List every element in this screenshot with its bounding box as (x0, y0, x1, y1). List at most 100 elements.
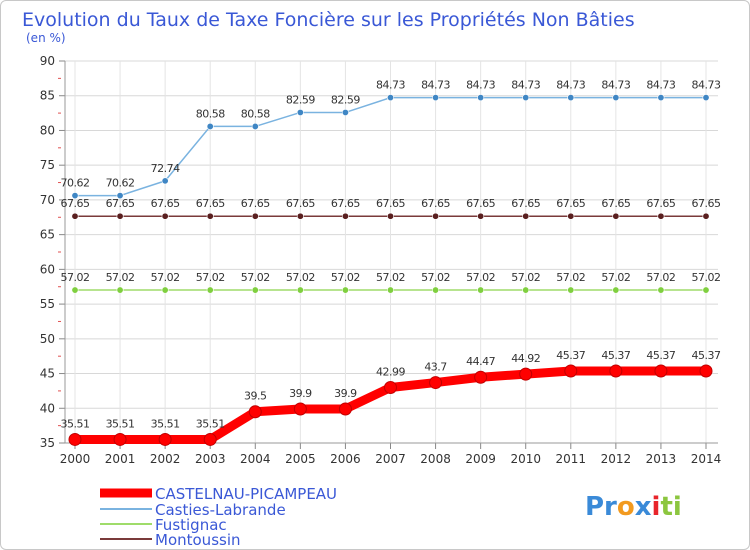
data-point (206, 122, 214, 130)
data-label: 43.7 (424, 361, 447, 374)
data-label: 84.73 (376, 79, 405, 92)
data-label: 67.65 (601, 197, 630, 210)
data-point (251, 122, 259, 130)
data-label: 84.73 (601, 79, 630, 92)
data-label: 70.62 (61, 177, 90, 190)
y-tick-label: 40 (40, 401, 55, 415)
data-point (71, 212, 79, 220)
data-point (522, 212, 530, 220)
legend-label: CASTELNAU-PICAMPEAU (155, 485, 337, 503)
data-point (116, 286, 124, 294)
data-point (296, 286, 304, 294)
data-point (657, 212, 665, 220)
data-label: 84.73 (466, 79, 495, 92)
x-tick-label: 2007 (375, 452, 406, 466)
chart-title: Evolution du Taux de Taxe Foncière sur l… (22, 9, 635, 31)
data-label: 67.65 (286, 197, 315, 210)
data-point (567, 286, 575, 294)
data-label: 84.73 (646, 79, 675, 92)
data-point (564, 364, 578, 378)
data-label: 80.58 (196, 107, 225, 120)
data-label: 67.65 (331, 197, 360, 210)
data-point (113, 432, 127, 446)
data-label: 45.37 (646, 349, 675, 362)
x-tick-label: 2014 (691, 452, 722, 466)
data-label: 39.5 (244, 390, 267, 403)
x-tick-label: 2003 (195, 452, 226, 466)
data-point (699, 364, 713, 378)
x-tick-label: 2005 (285, 452, 316, 466)
x-tick-label: 2008 (420, 452, 451, 466)
data-label: 67.65 (196, 197, 225, 210)
data-point (386, 212, 394, 220)
x-tick-label: 2002 (150, 452, 181, 466)
data-point (251, 286, 259, 294)
data-label: 67.65 (556, 197, 585, 210)
y-tick-label: 75 (40, 158, 55, 172)
data-point (432, 212, 440, 220)
legend-label: Casties-Labrande (155, 501, 286, 519)
data-point (203, 432, 217, 446)
data-point (251, 212, 259, 220)
data-label: 80.58 (241, 107, 270, 120)
data-label: 57.02 (376, 271, 405, 284)
data-point (206, 286, 214, 294)
data-point (474, 370, 488, 384)
y-tick-label: 90 (40, 54, 55, 68)
data-label: 57.02 (241, 271, 270, 284)
data-point (609, 364, 623, 378)
data-label: 57.02 (601, 271, 630, 284)
y-tick-label: 35 (40, 436, 55, 450)
data-label: 57.02 (61, 271, 90, 284)
data-point (702, 212, 710, 220)
y-tick-label: 65 (40, 228, 55, 242)
data-label: 44.47 (466, 355, 495, 368)
data-label: 84.73 (511, 79, 540, 92)
data-point (161, 212, 169, 220)
data-point (71, 286, 79, 294)
data-point (71, 192, 79, 200)
data-point (296, 212, 304, 220)
data-point (654, 364, 668, 378)
legend-label: Montoussin (155, 531, 241, 549)
data-point (612, 94, 620, 102)
data-label: 84.73 (556, 79, 585, 92)
data-point (519, 367, 533, 381)
data-label: 35.51 (151, 417, 180, 430)
data-label: 57.02 (511, 271, 540, 284)
data-label: 57.02 (331, 271, 360, 284)
data-label: 67.65 (241, 197, 270, 210)
data-point (657, 286, 665, 294)
data-point (477, 212, 485, 220)
data-point (612, 212, 620, 220)
data-label: 45.37 (556, 349, 585, 362)
data-label: 57.02 (646, 271, 675, 284)
data-label: 67.65 (466, 197, 495, 210)
data-point (657, 94, 665, 102)
data-point (248, 405, 262, 419)
data-label: 42.99 (376, 366, 405, 379)
x-tick-label: 2004 (240, 452, 271, 466)
data-label: 57.02 (421, 271, 450, 284)
data-point (116, 192, 124, 200)
logo-text: Proxiti (585, 492, 682, 522)
data-label: 57.02 (196, 271, 225, 284)
data-point (432, 94, 440, 102)
data-point (522, 94, 530, 102)
data-point (567, 212, 575, 220)
y-tick-label: 45 (40, 367, 55, 381)
data-label: 57.02 (106, 271, 135, 284)
data-label: 57.02 (466, 271, 495, 284)
x-tick-label: 2006 (330, 452, 361, 466)
x-tick-label: 2013 (646, 452, 677, 466)
data-point (158, 432, 172, 446)
data-point (386, 94, 394, 102)
data-label: 57.02 (286, 271, 315, 284)
x-tick-label: 2011 (556, 452, 587, 466)
data-labels: 70.62 70.62 72.74 80.58 80.58 82.59 82.59 84.73… (61, 79, 722, 431)
data-point (522, 286, 530, 294)
data-label: 84.73 (421, 79, 450, 92)
data-label: 39.9 (289, 387, 312, 400)
data-point (341, 212, 349, 220)
data-label: 35.51 (106, 417, 135, 430)
